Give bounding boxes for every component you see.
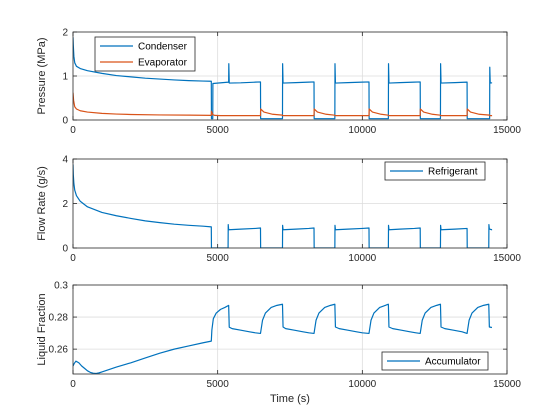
x-tick-label: 10000 — [348, 379, 376, 390]
legend-box — [381, 351, 489, 371]
y-tick-label: 0.26 — [49, 345, 69, 356]
x-tick-label: 0 — [70, 253, 76, 264]
y-tick-label: 2 — [62, 28, 68, 39]
y-tick-label: 0 — [62, 116, 68, 127]
legend-label-condenser: Condenser — [138, 42, 188, 53]
legend-label-accumulator: Accumulator — [425, 357, 481, 368]
legend-box — [94, 36, 196, 72]
x-tick-label: 5000 — [207, 125, 230, 136]
series-line-condenser — [73, 37, 493, 120]
legend-label-refrigerant: Refrigerant — [428, 167, 478, 178]
series-line-accumulator — [73, 303, 493, 374]
subplot-3: 0 5000 10000 15000 0.26 0.28 0.3 Liquid Fractio… — [36, 281, 521, 406]
subplot-2: 0 5000 10000 15000 0 2 4 Flow Rate (g/s) Refrige… — [36, 155, 521, 265]
x-tick-label: 15000 — [493, 253, 521, 264]
legend: Refrigerant — [384, 161, 486, 181]
y-tick-label: 2 — [62, 199, 68, 210]
x-tick-label: 0 — [70, 379, 76, 390]
legend-label-evaporator: Evaporator — [138, 58, 188, 69]
axes-box — [72, 284, 508, 375]
x-tick-label: 15000 — [493, 379, 521, 390]
y-tick-label: 4 — [62, 155, 68, 166]
series-line-evaporator — [73, 92, 493, 117]
y-tick-label: 0.28 — [49, 313, 69, 324]
y-tick-label: 0.3 — [54, 281, 68, 292]
y-axis-title: Flow Rate (g/s) — [36, 166, 48, 241]
y-tick-label: 1 — [62, 72, 68, 83]
x-axis-title: Time (s) — [270, 393, 310, 405]
subplot-1: 0 5000 10000 15000 0 1 2 Pressure (MPa) Condense… — [36, 28, 521, 137]
series-line-refrigerant — [73, 164, 493, 248]
y-tick-label: 0 — [62, 244, 68, 255]
legend: Condenser Evaporator — [94, 36, 196, 72]
y-axis-title: Liquid Fraction — [36, 293, 48, 365]
legend-box — [384, 161, 486, 181]
x-tick-label: 5000 — [207, 379, 230, 390]
x-tick-label: 0 — [70, 125, 76, 136]
x-tick-label: 10000 — [348, 253, 376, 264]
x-tick-label: 5000 — [207, 253, 230, 264]
legend: Accumulator — [381, 351, 489, 371]
y-axis-title: Pressure (MPa) — [36, 37, 48, 114]
x-tick-label: 10000 — [348, 125, 376, 136]
x-tick-label: 15000 — [493, 125, 521, 136]
